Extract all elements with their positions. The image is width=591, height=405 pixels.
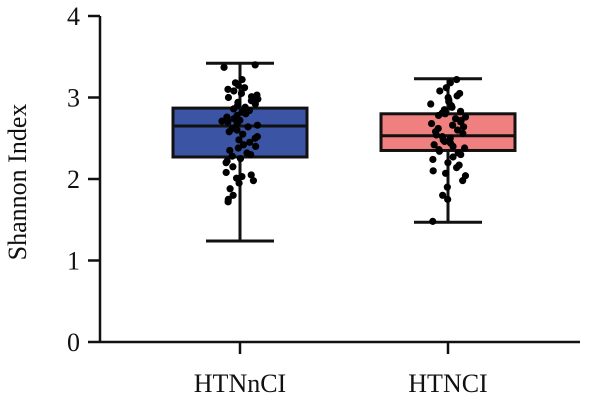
- data-point: [449, 121, 457, 129]
- data-point: [225, 128, 233, 136]
- y-tick-label: 1: [67, 247, 80, 276]
- data-point: [460, 144, 469, 152]
- data-point: [427, 100, 435, 108]
- data-point: [439, 191, 447, 199]
- data-point: [244, 123, 252, 131]
- y-tick-label: 3: [67, 84, 80, 113]
- x-tick-label: HTNnCI: [194, 369, 286, 398]
- data-point: [429, 167, 437, 175]
- data-point: [251, 61, 259, 69]
- data-point: [229, 163, 237, 171]
- data-point: [441, 169, 450, 177]
- data-point: [251, 100, 259, 108]
- data-point: [224, 198, 232, 206]
- y-tick-label: 4: [67, 2, 80, 31]
- data-point: [457, 150, 465, 159]
- data-point: [249, 177, 258, 185]
- data-point: [436, 87, 444, 95]
- data-point: [240, 84, 249, 92]
- data-point: [218, 117, 226, 125]
- data-point: [228, 152, 236, 160]
- data-point: [247, 171, 255, 179]
- box-HTNCI: [379, 75, 517, 225]
- data-point: [222, 159, 230, 167]
- data-point: [429, 155, 437, 164]
- data-point: [434, 111, 443, 120]
- data-point: [459, 129, 467, 137]
- data-point: [453, 75, 461, 84]
- data-point: [449, 153, 457, 161]
- data-point: [453, 126, 462, 134]
- data-point: [247, 150, 255, 159]
- data-point: [224, 93, 233, 102]
- data-point: [427, 119, 436, 128]
- data-point: [230, 105, 238, 113]
- data-point: [448, 103, 456, 111]
- data-point: [253, 121, 262, 129]
- data-point: [242, 110, 250, 118]
- data-point: [246, 138, 254, 146]
- y-tick-label: 2: [67, 165, 80, 194]
- data-point: [460, 123, 468, 131]
- data-point: [230, 87, 238, 95]
- data-point: [252, 142, 260, 150]
- data-point: [456, 107, 465, 115]
- data-point: [459, 177, 467, 185]
- data-point: [236, 155, 245, 163]
- data-point: [233, 119, 241, 128]
- data-point: [429, 217, 437, 225]
- data-point: [222, 168, 230, 177]
- data-point: [441, 110, 449, 118]
- data-point: [432, 131, 441, 139]
- data-point: [444, 195, 452, 203]
- data-point: [233, 126, 241, 134]
- boxes: [171, 61, 517, 243]
- data-point: [251, 134, 259, 142]
- y-ticks: 0 1 2 3 4: [67, 2, 100, 357]
- data-point: [443, 183, 451, 191]
- axes: [98, 16, 580, 344]
- data-point: [451, 115, 460, 123]
- data-point: [452, 163, 461, 172]
- data-point: [444, 159, 452, 167]
- box-HTNnCI: [171, 61, 309, 243]
- y-tick-label: 0: [67, 328, 80, 357]
- data-point: [220, 63, 228, 71]
- data-point: [239, 141, 248, 149]
- data-point: [237, 89, 246, 98]
- data-point: [453, 92, 461, 100]
- data-point: [224, 85, 232, 93]
- data-point: [226, 185, 234, 193]
- data-point: [224, 118, 232, 126]
- data-point: [235, 179, 243, 187]
- data-point: [229, 191, 237, 199]
- x-ticks: HTNnCI HTNCI: [194, 342, 488, 398]
- data-point: [239, 130, 247, 138]
- data-point: [449, 142, 457, 150]
- y-axis-label: Shannon Index: [3, 104, 32, 261]
- x-tick-label: HTNCI: [408, 369, 487, 398]
- data-point: [446, 79, 454, 87]
- data-point: [442, 84, 450, 92]
- data-point: [435, 147, 444, 155]
- data-point: [440, 137, 449, 146]
- data-point: [235, 136, 243, 144]
- data-point: [430, 141, 438, 149]
- data-point: [238, 75, 246, 84]
- data-point: [234, 81, 242, 89]
- data-point: [226, 146, 234, 155]
- data-point: [234, 144, 242, 152]
